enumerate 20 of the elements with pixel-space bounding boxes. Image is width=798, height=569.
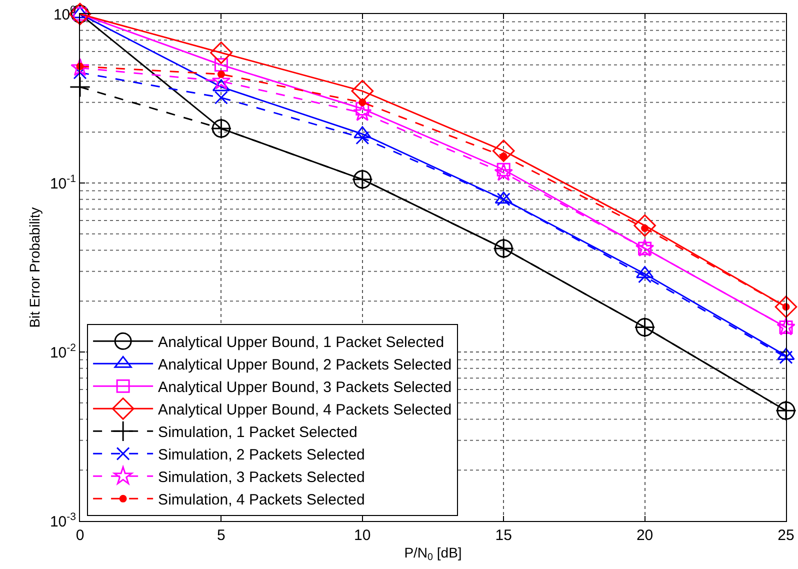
x-tick-label: 5 [217,527,226,544]
legend-label: Simulation, 3 Packets Selected [158,469,365,486]
y-axis-title: Bit Error Probability [26,207,43,328]
x-tick-label: 20 [636,527,654,544]
y-tick-label: 10$^{-1}$ [50,172,76,192]
legend-label: Analytical Upper Bound, 4 Packets Selected [158,402,452,419]
x-tick-label: 0 [76,527,84,544]
y-tick-label: 10$^{0}$ [53,4,76,24]
legend-label: Simulation, 4 Packets Selected [158,492,365,509]
x-axis-title: P/N$_{0}$ [dB] [404,544,462,564]
legend-label: Simulation, 2 Packets Selected [158,446,365,464]
legend-label: Analytical Upper Bound, 3 Packets Selected [158,379,452,396]
legend-label: Analytical Upper Bound, 2 Packets Selected [158,356,452,374]
y-tick-label: 10$^{-2}$ [50,342,76,362]
legend-label: Simulation, 1 Packet Selected [158,424,358,442]
x-tick-label: 25 [778,527,794,544]
legend-label: Analytical Upper Bound, 1 Packet Selected [158,334,444,352]
x-tick-label: 15 [495,527,512,544]
y-tick-label: 10$^{-3}$ [50,510,76,530]
x-tick-label: 10 [354,527,371,544]
